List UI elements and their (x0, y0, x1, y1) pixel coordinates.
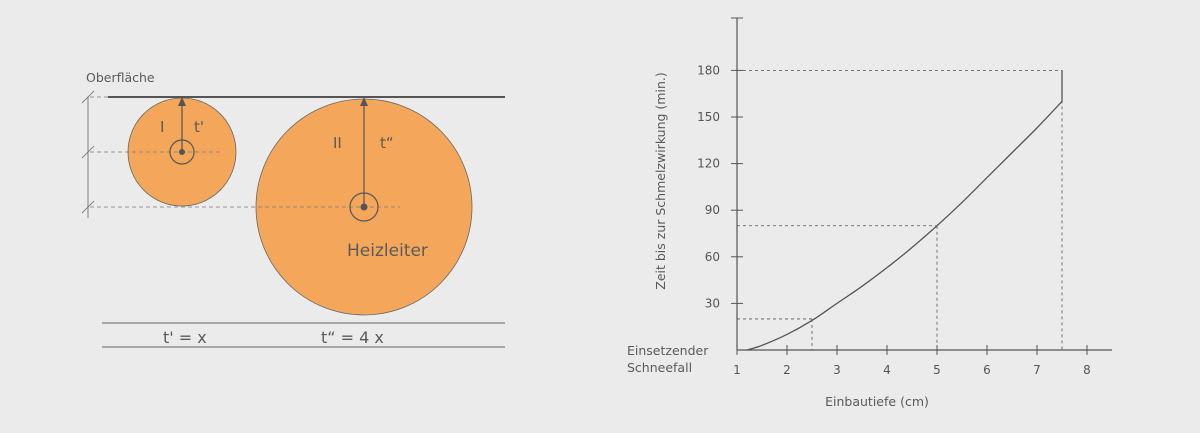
x-tick-label: 4 (883, 363, 891, 377)
large-arrow-head-icon (360, 97, 368, 106)
x-tick-label: 5 (933, 363, 941, 377)
large-circle-time-label: t“ (380, 134, 394, 152)
small-circle-time-label: t' (194, 118, 204, 136)
x-tick-label: 6 (983, 363, 991, 377)
depth-diagram: Oberfläche I t' II t“ Heizleiter (81, 70, 505, 348)
baseline-label-line2: Schneefall (627, 360, 692, 375)
surface-label: Oberfläche (86, 70, 155, 85)
x-tick-label: 1 (733, 363, 741, 377)
small-arrow-head-icon (178, 97, 186, 106)
depth-dimension-marks (81, 90, 108, 218)
large-circle-roman: II (333, 134, 342, 152)
large-conductor-core-icon (360, 203, 368, 211)
baseline-label-line1: Einsetzender (627, 343, 709, 358)
y-ticks: 30 60 90 120 150 180 (697, 17, 743, 310)
x-tick-label: 2 (783, 363, 791, 377)
y-tick-label: 150 (697, 110, 720, 124)
heating-conductor-caption: Heizleiter (347, 241, 428, 261)
x-axis-label: Einbautiefe (cm) (825, 394, 929, 409)
melt-time-series-line (746, 70, 1063, 351)
small-conductor-core-icon (179, 149, 185, 155)
x-ticks: 1 2 3 4 5 6 7 8 (733, 345, 1091, 377)
x-tick-label: 3 (833, 363, 841, 377)
small-circle-roman: I (160, 118, 164, 136)
y-tick-label: 30 (705, 296, 720, 310)
y-tick-label: 90 (705, 203, 720, 217)
formula-left: t' = x (163, 328, 207, 347)
formula-right: t“ = 4 x (321, 328, 384, 347)
x-tick-label: 7 (1033, 363, 1041, 377)
melt-time-chart: 30 60 90 120 150 180 1 2 3 4 5 6 7 8 Zeit bis zur Sc… (627, 17, 1112, 409)
highlight-guides (737, 70, 1063, 350)
y-tick-label: 180 (697, 63, 720, 77)
y-tick-label: 60 (705, 250, 720, 264)
x-tick-label: 8 (1083, 363, 1091, 377)
y-tick-label: 120 (697, 157, 720, 171)
y-axis-label: Zeit bis zur Schmelzwirkung (min.) (653, 72, 668, 289)
